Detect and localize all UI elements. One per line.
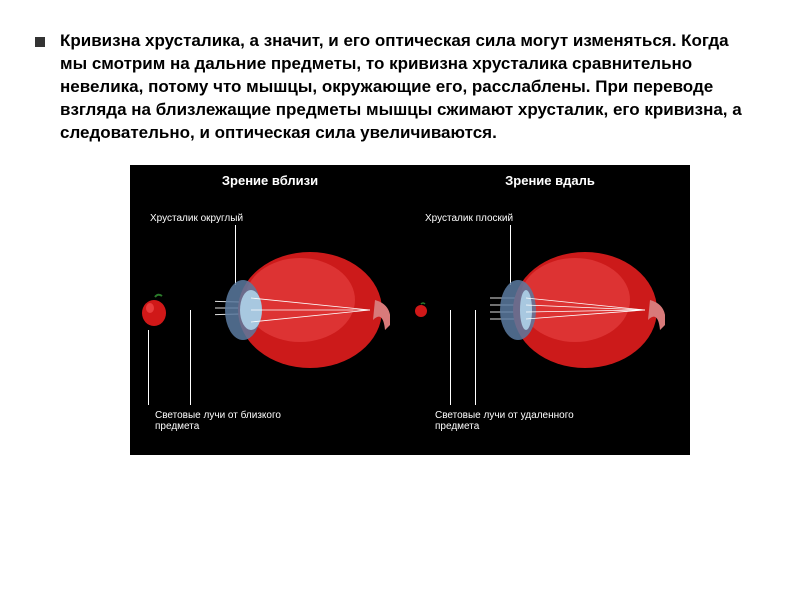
lens-label-far: Хрусталик плоский bbox=[425, 213, 513, 224]
bullet-marker bbox=[35, 37, 45, 47]
apple-near-icon bbox=[140, 293, 170, 328]
ray-label-line-far-1 bbox=[450, 310, 451, 405]
rays-label-near: Световые лучи от близкого предмета bbox=[155, 410, 295, 432]
eye-diagram: Зрение вблизи Хрусталик округлый bbox=[130, 165, 690, 455]
ray-label-line-1 bbox=[148, 330, 149, 405]
panel-far-vision: Зрение вдаль Хрусталик плоский bbox=[410, 165, 690, 455]
apple-far-icon bbox=[414, 302, 428, 318]
lens-label-near: Хрусталик округлый bbox=[150, 213, 243, 224]
panel-near-vision: Зрение вблизи Хрусталик округлый bbox=[130, 165, 410, 455]
eye-far-icon bbox=[490, 250, 665, 380]
slide-content: Кривизна хрусталика, а значит, и его опт… bbox=[0, 0, 800, 600]
panel-title-near: Зрение вблизи bbox=[130, 165, 410, 188]
eye-near-icon bbox=[215, 250, 390, 380]
ray-label-line-far-2 bbox=[475, 310, 476, 405]
rays-label-far: Световые лучи от удаленного предмета bbox=[435, 410, 585, 432]
diagram-container: Зрение вблизи Хрусталик округлый bbox=[60, 165, 760, 455]
panel-title-far: Зрение вдаль bbox=[410, 165, 690, 188]
main-text: Кривизна хрусталика, а значит, и его опт… bbox=[60, 30, 760, 145]
ray-label-line-2 bbox=[190, 310, 191, 405]
